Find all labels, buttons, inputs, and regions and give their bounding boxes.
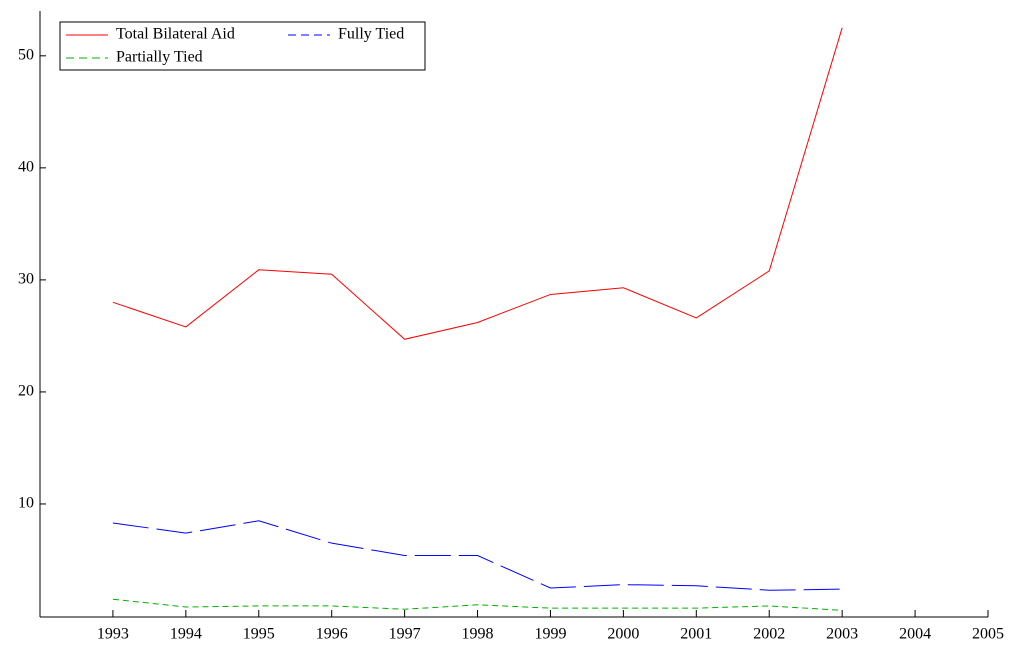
legend-label: Total Bilateral Aid — [116, 26, 235, 43]
x-tick-label: 1994 — [170, 626, 202, 643]
legend-box — [59, 21, 426, 71]
legend-label: Fully Tied — [338, 26, 404, 43]
x-tick-label: 1993 — [97, 626, 129, 643]
series-line — [112, 598, 843, 611]
y-tick-label: 20 — [18, 383, 34, 400]
x-tick-label: 1999 — [534, 626, 566, 643]
x-tick-label: 2005 — [972, 626, 1004, 643]
y-tick-label: 50 — [18, 46, 34, 63]
x-tick-label: 1997 — [389, 626, 421, 643]
x-tick-label: 1996 — [316, 626, 348, 643]
x-tick-label: 2003 — [826, 626, 858, 643]
x-tick-label: 2004 — [899, 626, 931, 643]
x-tick-label: 1995 — [243, 626, 275, 643]
series-line — [112, 27, 843, 340]
y-tick-label: 10 — [18, 495, 34, 512]
series-line — [112, 520, 843, 591]
x-tick-label: 1998 — [462, 626, 494, 643]
y-tick-label: 30 — [18, 271, 34, 288]
y-tick-label: 40 — [18, 159, 34, 176]
x-tick-label: 2001 — [680, 626, 712, 643]
x-tick-label: 2000 — [607, 626, 639, 643]
x-tick-label: 2002 — [753, 626, 785, 643]
legend-label: Partially Tied — [116, 49, 203, 66]
